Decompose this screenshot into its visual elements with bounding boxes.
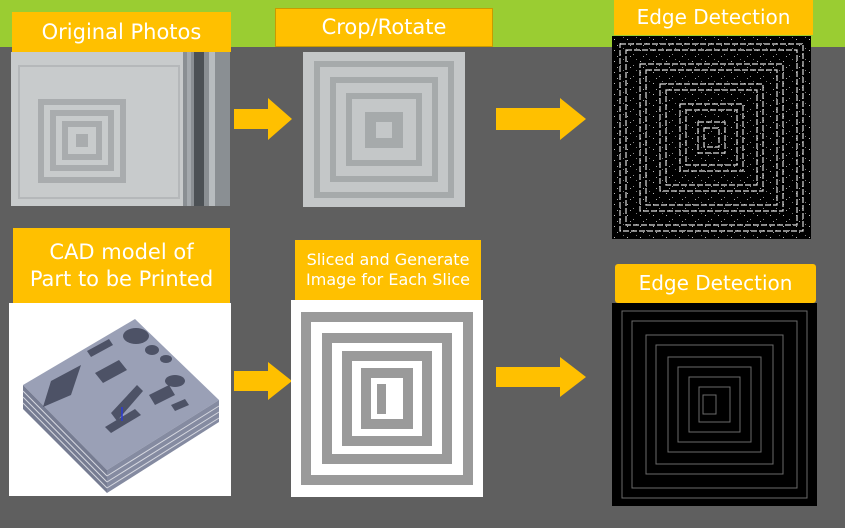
arrow-right-2 xyxy=(496,98,586,140)
cropped-photo-image xyxy=(303,52,465,207)
cad-model-image xyxy=(9,303,231,496)
edge-detection-bottom-text: Edge Detection xyxy=(638,271,793,295)
edge-detection-bottom-label: Edge Detection xyxy=(615,264,816,303)
cad-model-text-line1: CAD model of xyxy=(49,240,194,265)
original-photos-label: Original Photos xyxy=(12,12,231,52)
cad-model-label: CAD model of Part to be Printed xyxy=(13,228,230,303)
crop-rotate-label: Crop/Rotate xyxy=(275,8,493,47)
crop-rotate-text: Crop/Rotate xyxy=(321,15,447,40)
edge-detection-top-label: Edge Detection xyxy=(614,0,813,35)
cad-model-text-line2: Part to be Printed xyxy=(29,266,214,291)
arrow-right-1 xyxy=(234,98,292,140)
sliced-label: Sliced and Generate Image for Each Slice xyxy=(295,240,481,300)
slice-image xyxy=(291,300,483,497)
original-photo-image xyxy=(11,52,230,206)
sliced-text-line1: Sliced and Generate xyxy=(306,250,470,269)
edge-detection-slice-image xyxy=(612,303,817,506)
arrow-right-3 xyxy=(234,362,292,400)
edge-detection-top-text: Edge Detection xyxy=(636,5,791,29)
sliced-text-line2: Image for Each Slice xyxy=(306,270,470,289)
arrow-right-4 xyxy=(496,357,586,397)
original-photos-text: Original Photos xyxy=(41,19,202,44)
edge-detection-photo-image xyxy=(612,36,811,239)
